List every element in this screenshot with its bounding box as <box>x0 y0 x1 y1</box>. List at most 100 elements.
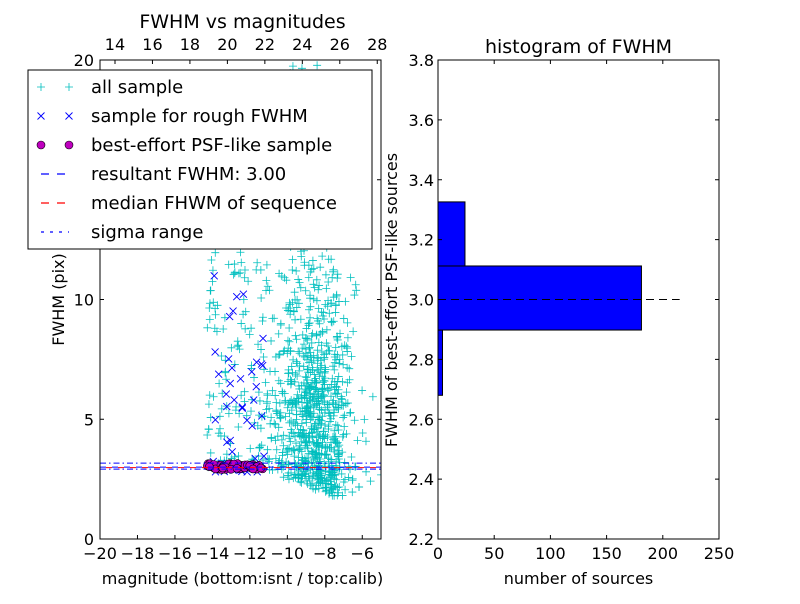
point-all-sample <box>306 382 315 391</box>
point-all-sample <box>234 341 243 350</box>
point-all-sample <box>295 431 304 440</box>
point-all-sample <box>335 441 344 450</box>
point-all-sample <box>307 458 316 467</box>
point-all-sample <box>317 393 326 402</box>
point-rough-sample <box>238 403 247 411</box>
point-all-sample <box>301 286 310 295</box>
point-all-sample <box>281 412 290 421</box>
point-all-sample <box>311 448 320 457</box>
point-all-sample <box>229 270 238 279</box>
point-all-sample <box>211 248 220 257</box>
point-all-sample <box>271 436 280 445</box>
point-all-sample <box>216 424 225 433</box>
point-all-sample <box>338 377 347 386</box>
point-all-sample <box>314 423 323 432</box>
point-all-sample <box>328 485 337 494</box>
point-all-sample <box>330 426 339 435</box>
point-all-sample <box>250 373 259 382</box>
point-all-sample <box>317 419 326 428</box>
y-tick-label: 2.8 <box>409 350 434 369</box>
point-rough-sample <box>211 415 220 424</box>
point-all-sample <box>291 432 299 441</box>
point-all-sample <box>302 438 311 447</box>
point-all-sample <box>350 291 359 300</box>
point-all-sample <box>327 455 336 464</box>
point-all-sample <box>334 425 343 434</box>
x-tick-label: −14 <box>196 544 230 563</box>
point-all-sample <box>343 363 352 372</box>
point-all-sample <box>273 409 282 418</box>
point-all-sample <box>314 316 323 325</box>
point-all-sample <box>294 347 303 356</box>
point-all-sample <box>344 473 353 482</box>
point-all-sample <box>209 298 218 307</box>
point-all-sample <box>276 321 285 330</box>
point-all-sample <box>203 323 212 332</box>
point-all-sample <box>292 403 301 412</box>
point-all-sample <box>313 470 322 479</box>
point-all-sample <box>308 363 317 372</box>
point-rough-sample <box>225 312 234 321</box>
point-all-sample <box>302 403 311 412</box>
point-all-sample <box>322 486 331 495</box>
point-all-sample <box>312 424 321 433</box>
point-all-sample <box>291 420 300 429</box>
point-all-sample <box>309 294 318 303</box>
point-all-sample <box>337 394 346 403</box>
point-all-sample <box>318 385 327 394</box>
point-all-sample <box>347 352 356 361</box>
y-tick-label: 2.4 <box>409 470 434 489</box>
point-all-sample <box>263 389 272 398</box>
point-all-sample <box>315 412 324 421</box>
x-tick-label: −12 <box>233 544 267 563</box>
point-all-sample <box>327 318 336 327</box>
point-all-sample <box>358 386 367 395</box>
point-all-sample <box>302 466 311 475</box>
point-all-sample <box>304 472 313 481</box>
point-rough-sample <box>228 447 237 456</box>
top-x-tick-label: 16 <box>142 35 162 54</box>
point-rough-sample <box>252 358 261 367</box>
point-all-sample <box>314 304 323 313</box>
point-all-sample <box>272 398 281 407</box>
point-rough-sample <box>223 438 231 446</box>
point-all-sample <box>312 401 321 410</box>
point-all-sample <box>283 306 292 315</box>
point-rough-sample <box>236 374 245 383</box>
cross-marker-icon <box>65 112 73 120</box>
point-all-sample <box>349 327 358 336</box>
point-all-sample <box>272 445 281 454</box>
plus-marker-icon <box>37 83 45 91</box>
point-all-sample <box>284 468 293 477</box>
point-all-sample <box>333 389 342 398</box>
point-all-sample <box>329 411 338 420</box>
point-all-sample <box>210 324 219 333</box>
circle-marker-icon <box>36 140 46 150</box>
point-all-sample <box>283 336 292 345</box>
point-all-sample <box>281 398 290 407</box>
point-all-sample <box>313 359 322 368</box>
point-all-sample <box>268 386 277 395</box>
point-all-sample <box>311 378 320 387</box>
point-all-sample <box>326 480 335 489</box>
point-all-sample <box>324 467 333 476</box>
point-all-sample <box>377 470 381 479</box>
point-all-sample <box>276 379 285 388</box>
point-all-sample <box>245 330 254 339</box>
point-all-sample <box>277 272 286 281</box>
point-all-sample <box>247 324 256 333</box>
point-all-sample <box>265 286 274 295</box>
point-all-sample <box>224 260 233 269</box>
point-all-sample <box>240 397 249 406</box>
point-all-sample <box>343 333 352 342</box>
point-all-sample <box>284 445 293 454</box>
point-all-sample <box>213 301 222 310</box>
point-all-sample <box>214 429 223 438</box>
point-all-sample <box>306 348 315 357</box>
point-all-sample <box>345 375 354 384</box>
point-all-sample <box>314 354 323 363</box>
point-all-sample <box>230 260 239 269</box>
point-rough-sample <box>230 396 238 404</box>
point-all-sample <box>205 391 214 400</box>
point-all-sample <box>331 482 340 491</box>
